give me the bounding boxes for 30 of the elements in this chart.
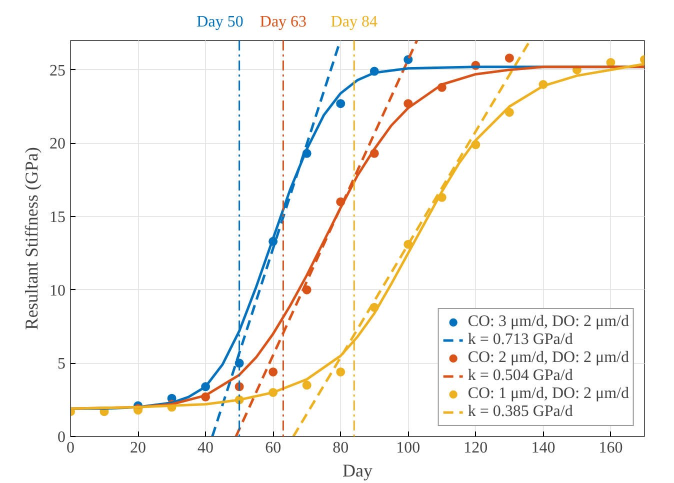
ref-line-label: Day 84	[330, 13, 378, 30]
x-tick-label: 40	[198, 440, 214, 456]
legend-label: k = 0.504 GPa/d	[468, 367, 573, 385]
x-tick-label: 160	[598, 440, 623, 456]
x-axis-title: Day	[342, 460, 373, 480]
ref-line-label: Day 63	[260, 13, 307, 30]
y-tick-label: 0	[58, 429, 66, 446]
x-tick-label: 60	[265, 440, 282, 456]
x-tick-label: 20	[130, 440, 146, 456]
point	[336, 367, 346, 376]
x-tick-label: 140	[531, 440, 556, 456]
point	[268, 367, 278, 376]
ref-line-label: Day 50	[196, 13, 244, 30]
x-tick-label: 120	[464, 440, 488, 456]
legend-label: k = 0.385 GPa/d	[468, 403, 573, 421]
y-tick-label: 20	[50, 136, 66, 153]
legend-label: k = 0.713 GPa/d	[468, 331, 573, 349]
legend-label: CO: 1 μm/d, DO: 2 μm/d	[468, 385, 629, 403]
y-tick-label: 25	[50, 62, 66, 80]
x-tick-label: 100	[396, 440, 420, 456]
legend-label: CO: 3 μm/d, DO: 2 μm/d	[468, 313, 629, 331]
y-tick-label: 5	[58, 356, 66, 373]
y-tick-label: 15	[50, 209, 66, 226]
point	[336, 99, 346, 108]
point	[302, 380, 312, 390]
x-tick-label: 80	[332, 440, 349, 456]
y-axis-title: Resultant Stiffness (GPa)	[22, 147, 42, 330]
point	[504, 54, 514, 63]
y-tick-label: 10	[50, 282, 66, 300]
legend-label: CO: 2 μm/d, DO: 2 μm/d	[468, 349, 629, 367]
